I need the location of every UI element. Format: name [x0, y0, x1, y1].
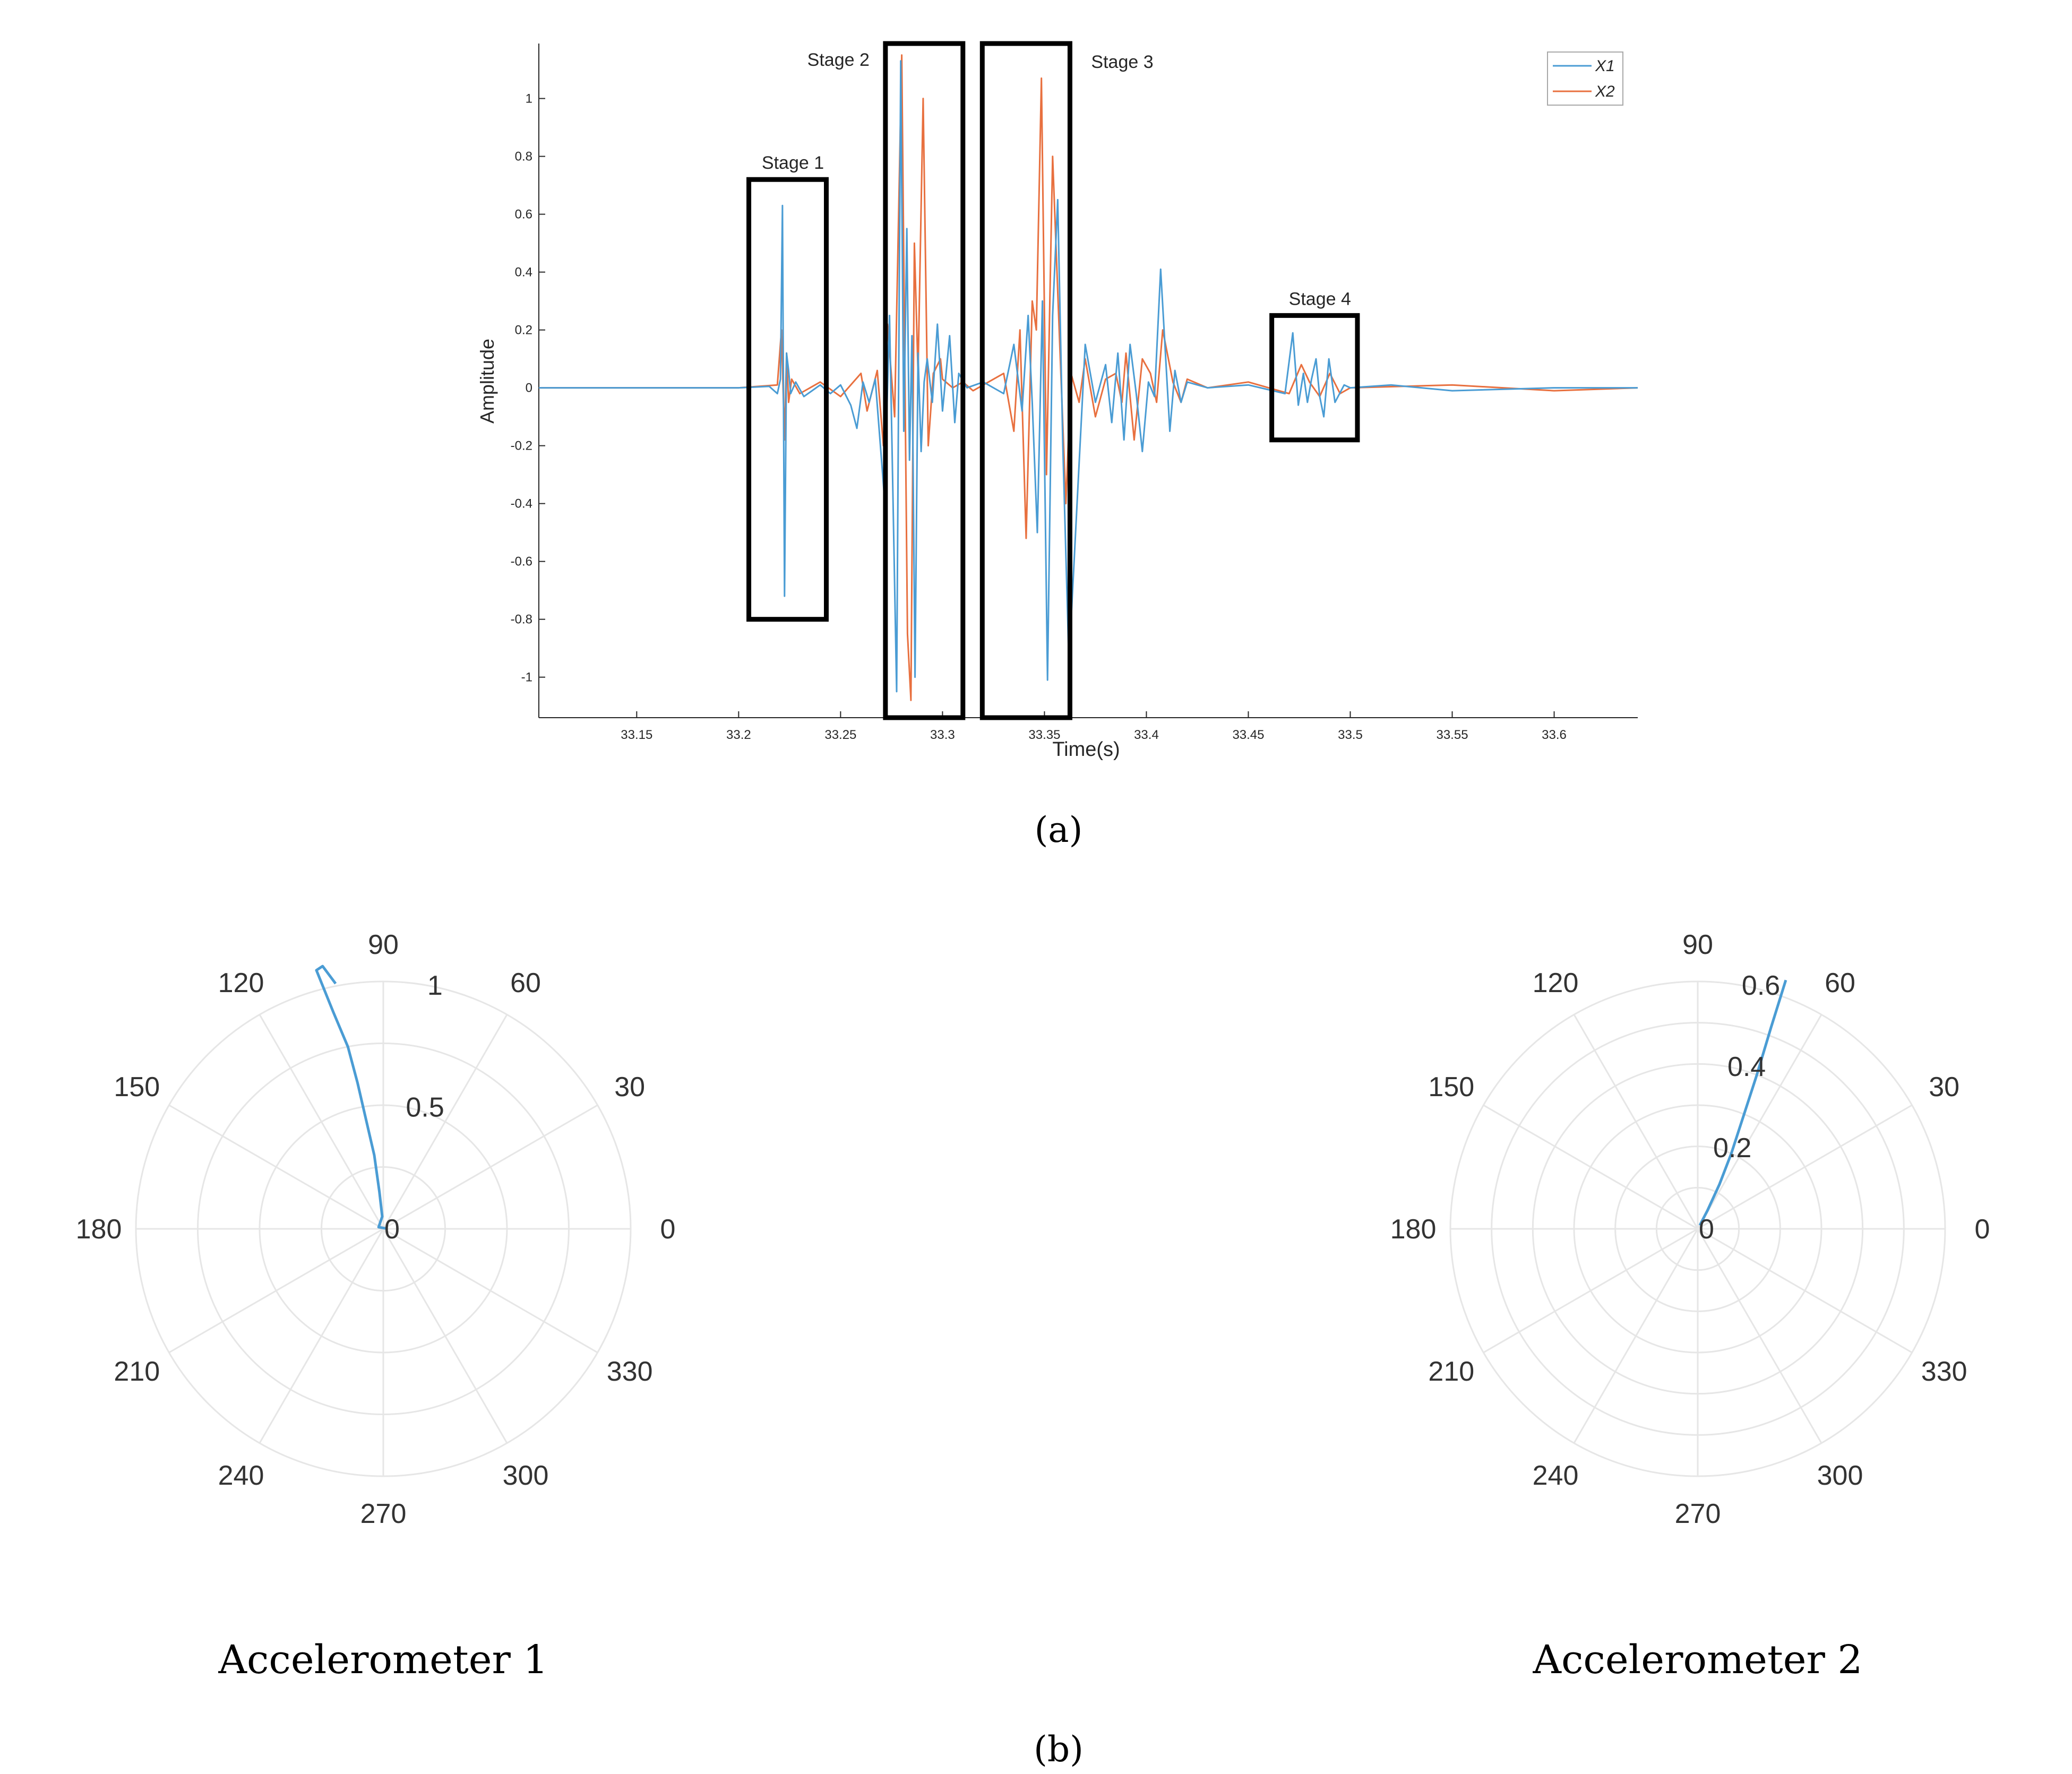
polar-grid-spoke: [383, 1228, 598, 1354]
x-tick-label: 33.6: [1542, 728, 1567, 742]
y-tick-label: 0.8: [515, 150, 532, 164]
x-tick-label: 33.5: [1338, 728, 1363, 742]
polar-grid-spoke: [1483, 1104, 1698, 1230]
stage-label: Stage 1: [762, 153, 824, 173]
y-tick-label: 0: [526, 381, 532, 395]
polar-grid-spoke: [382, 1014, 508, 1229]
panel-label-a: (a): [1035, 810, 1083, 850]
x-ticks: 33.15 33.2 33.25 33.3 33.35 33.4 33.45 33.5 33.5…: [621, 711, 1567, 742]
y-tick-label: 1: [526, 92, 532, 106]
series-line-x2: [539, 54, 1638, 701]
x-tick-label: 33.45: [1232, 728, 1264, 742]
y-axis-label: Amplitude: [476, 339, 498, 424]
y-tick-label: -0.6: [511, 555, 532, 569]
x-tick-label: 33.55: [1436, 728, 1468, 742]
y-tick-label: -0.4: [511, 497, 532, 511]
stage-box-4: [1269, 313, 1360, 443]
theta-tick-label: 0: [660, 1214, 676, 1245]
x-axis-label: Time(s): [1052, 738, 1120, 761]
panel-label-b: (b): [1034, 1729, 1084, 1770]
x-tick-label: 33.15: [621, 728, 652, 742]
legend-box: [1547, 51, 1623, 106]
stage-label: Stage 3: [1091, 52, 1153, 72]
theta-tick-label: 240: [218, 1460, 264, 1491]
theta-tick-label: 0: [1975, 1214, 1990, 1245]
theta-tick-label: 330: [1921, 1356, 1967, 1387]
radial-tick-label: 0.2: [1713, 1133, 1751, 1164]
y-tick-label: -0.8: [511, 613, 532, 627]
polar-grid-spoke: [168, 1104, 384, 1230]
radial-tick-label: 0: [1699, 1214, 1714, 1245]
line-series: [539, 54, 1638, 701]
theta-tick-label: 270: [360, 1499, 407, 1529]
polar-grid-spoke: [1697, 1104, 1913, 1230]
theta-tick-label: 120: [218, 968, 264, 998]
x-tick-label: 33.2: [726, 728, 751, 742]
y-tick-label: 0.6: [515, 208, 532, 222]
theta-tick-label: 120: [1533, 968, 1579, 998]
x-tick-label: 33.35: [1028, 728, 1060, 742]
y-tick-label: -0.2: [511, 439, 532, 453]
y-ticks: -1 -0.8 -0.6 -0.4 -0.2 0 0.2 0.4 0.6 0.8 1: [511, 92, 545, 685]
theta-tick-label: 60: [510, 968, 541, 998]
time-series-chart: -1-0.8-0.6-0.4-0.200.20.40.60.81 33.15 33…: [476, 41, 1638, 761]
x-tick-label: 33.3: [930, 728, 955, 742]
polar-title-accelerometer-2: Accelerometer 2: [1533, 1637, 1863, 1683]
theta-tick-label: 240: [1533, 1460, 1579, 1491]
polar-title-accelerometer-1: Accelerometer 1: [218, 1637, 548, 1683]
theta-tick-label: 150: [114, 1072, 160, 1103]
y-tick-label: 0.2: [515, 323, 532, 338]
theta-tick-label: 270: [1675, 1499, 1721, 1529]
polar-grid-spoke: [1697, 1228, 1913, 1354]
theta-tick-label: 330: [607, 1356, 653, 1387]
theta-tick-label: 180: [76, 1214, 122, 1245]
polar-grid-spoke: [259, 1014, 384, 1229]
theta-tick-label: 300: [503, 1460, 549, 1491]
polar-grid-spoke: [383, 1104, 598, 1230]
stage-boxes: Stage 1 Stage 2 Stage 3 Stage 4: [746, 41, 1360, 720]
stage-label: Stage 2: [807, 50, 870, 70]
x-tick-label: 33.4: [1134, 728, 1159, 742]
legend-label: X1: [1595, 57, 1615, 75]
legend-label: X2: [1595, 83, 1615, 100]
stage-box-1: [746, 177, 829, 622]
stage-box-2: [883, 41, 966, 720]
theta-tick-label: 210: [1428, 1356, 1474, 1387]
theta-tick-label: 30: [1929, 1072, 1959, 1103]
radial-tick-label: 0.6: [1742, 970, 1780, 1001]
series-line-x1: [539, 60, 1638, 693]
polar-series-line: [1698, 979, 1787, 1226]
polar-grid-spoke: [259, 1228, 384, 1444]
polar-chart-accelerometer-2: 0 30 60 90 120 150 180 210 240 270 300 330 0 0.2 0.4 0.…: [1390, 929, 1990, 1529]
x-tick-label: 33.25: [824, 728, 856, 742]
polar-chart-accelerometer-1: 0 30 60 90 120 150 180 210 240 270 300 330 0 0.5 1: [76, 929, 676, 1529]
stage-box-3: [979, 41, 1072, 720]
theta-tick-label: 30: [614, 1072, 645, 1103]
theta-tick-label: 90: [368, 929, 399, 960]
radial-tick-label: 0.4: [1727, 1052, 1766, 1082]
theta-tick-label: 180: [1390, 1214, 1437, 1245]
y-tick-label: -1: [521, 670, 532, 685]
polar-grid-spoke: [1697, 1014, 1822, 1229]
stage-label: Stage 4: [1289, 289, 1351, 309]
polar-grid-spoke: [1697, 1228, 1822, 1444]
polar-grid-spoke: [1573, 1228, 1699, 1444]
polar-grid-spoke: [382, 1228, 508, 1444]
polar-grid-spoke: [1483, 1228, 1698, 1354]
theta-tick-label: 150: [1428, 1072, 1474, 1103]
theta-tick-label: 90: [1682, 929, 1713, 960]
polar-series-line: [315, 964, 386, 1230]
y-tick-label: 0.4: [515, 265, 532, 280]
radial-tick-label: 0.5: [406, 1092, 444, 1123]
radial-tick-label: 0: [384, 1214, 400, 1245]
theta-tick-label: 60: [1825, 968, 1855, 998]
radial-tick-label: 1: [427, 970, 443, 1001]
polar-grid-spoke: [168, 1228, 384, 1354]
polar-grid-spoke: [1573, 1014, 1699, 1229]
theta-tick-label: 300: [1817, 1460, 1863, 1491]
theta-tick-label: 210: [114, 1356, 160, 1387]
